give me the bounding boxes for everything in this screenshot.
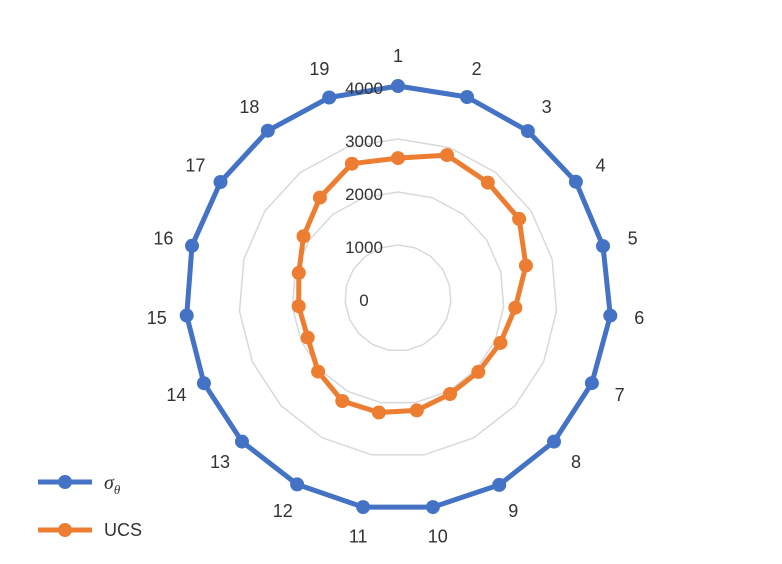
series-point-ucs-4 xyxy=(512,211,527,226)
category-label-1: 1 xyxy=(393,46,403,66)
series-point-sigma-5 xyxy=(596,239,610,254)
radar-series xyxy=(179,79,618,515)
tick-label: 3000 xyxy=(345,132,383,151)
series-point-sigma-4 xyxy=(568,174,583,189)
category-label-9: 9 xyxy=(508,501,518,521)
tick-label: 4000 xyxy=(345,79,383,98)
series-point-ucs-17 xyxy=(296,229,311,244)
radial-tick-labels: 0 1000 2000 3000 4000 xyxy=(345,79,383,310)
category-label-4: 4 xyxy=(596,156,606,176)
series-point-ucs-13 xyxy=(311,364,326,379)
category-label-16: 16 xyxy=(153,229,173,249)
category-label-2: 2 xyxy=(472,59,482,79)
series-point-ucs-7 xyxy=(493,335,508,350)
category-label-8: 8 xyxy=(571,452,581,472)
series-point-ucs-8 xyxy=(471,364,486,379)
series-point-ucs-2 xyxy=(440,148,454,163)
series-point-ucs-11 xyxy=(371,405,386,420)
category-label-15: 15 xyxy=(147,308,167,328)
series-point-ucs-18 xyxy=(312,190,327,205)
grid-ring xyxy=(344,244,452,352)
series-point-sigma-1 xyxy=(391,79,405,93)
series-point-sigma-18 xyxy=(260,123,275,138)
category-label-10: 10 xyxy=(428,527,448,547)
series-point-sigma-14 xyxy=(196,376,211,391)
series-point-sigma-6 xyxy=(603,308,618,323)
series-point-ucs-6 xyxy=(508,300,523,315)
series-point-sigma-15 xyxy=(179,308,194,323)
series-point-sigma-17 xyxy=(213,175,228,189)
series-point-sigma-2 xyxy=(460,90,474,104)
series-point-ucs-19 xyxy=(344,156,359,171)
series-line-sigma xyxy=(184,83,613,510)
series-point-ucs-1 xyxy=(391,151,405,166)
series-point-sigma-12 xyxy=(290,477,305,492)
series-point-sigma-11 xyxy=(356,500,371,515)
series-point-sigma-16 xyxy=(185,238,199,253)
legend-sigma-marker xyxy=(58,475,72,489)
tick-label: 2000 xyxy=(345,185,383,204)
series-point-sigma-8 xyxy=(547,434,561,449)
category-label-13: 13 xyxy=(210,452,230,472)
category-label-14: 14 xyxy=(166,385,186,405)
tick-label: 1000 xyxy=(345,238,383,257)
series-point-sigma-19 xyxy=(322,90,337,105)
series-point-sigma-10 xyxy=(425,500,440,515)
series-point-sigma-9 xyxy=(492,477,507,492)
category-label-5: 5 xyxy=(628,229,638,249)
category-label-18: 18 xyxy=(239,97,259,117)
category-label-3: 3 xyxy=(542,97,552,117)
category-label-19: 19 xyxy=(309,59,329,79)
category-label-6: 6 xyxy=(634,308,644,328)
series-point-ucs-14 xyxy=(300,330,315,345)
series-point-sigma-3 xyxy=(520,124,535,139)
series-point-ucs-15 xyxy=(291,299,306,314)
series-point-ucs-10 xyxy=(409,403,424,418)
legend-ucs-label: UCS xyxy=(104,520,142,540)
grid-ring xyxy=(238,138,558,456)
series-point-ucs-9 xyxy=(443,387,457,401)
series-point-ucs-3 xyxy=(480,175,495,190)
category-label-17: 17 xyxy=(185,156,205,176)
grid-ring xyxy=(291,191,505,404)
series-point-ucs-5 xyxy=(518,258,533,273)
legend-sigma-label: σθ xyxy=(104,472,121,497)
series-point-ucs-12 xyxy=(335,394,350,408)
legend: σθ UCS xyxy=(38,472,142,540)
tick-label: 0 xyxy=(359,291,368,310)
category-label-11: 11 xyxy=(349,527,368,547)
series-point-ucs-16 xyxy=(291,265,306,280)
series-point-sigma-7 xyxy=(584,376,599,391)
legend-ucs-marker xyxy=(58,523,72,537)
series-point-sigma-13 xyxy=(235,434,249,449)
category-label-12: 12 xyxy=(273,501,293,521)
category-label-7: 7 xyxy=(615,385,625,405)
